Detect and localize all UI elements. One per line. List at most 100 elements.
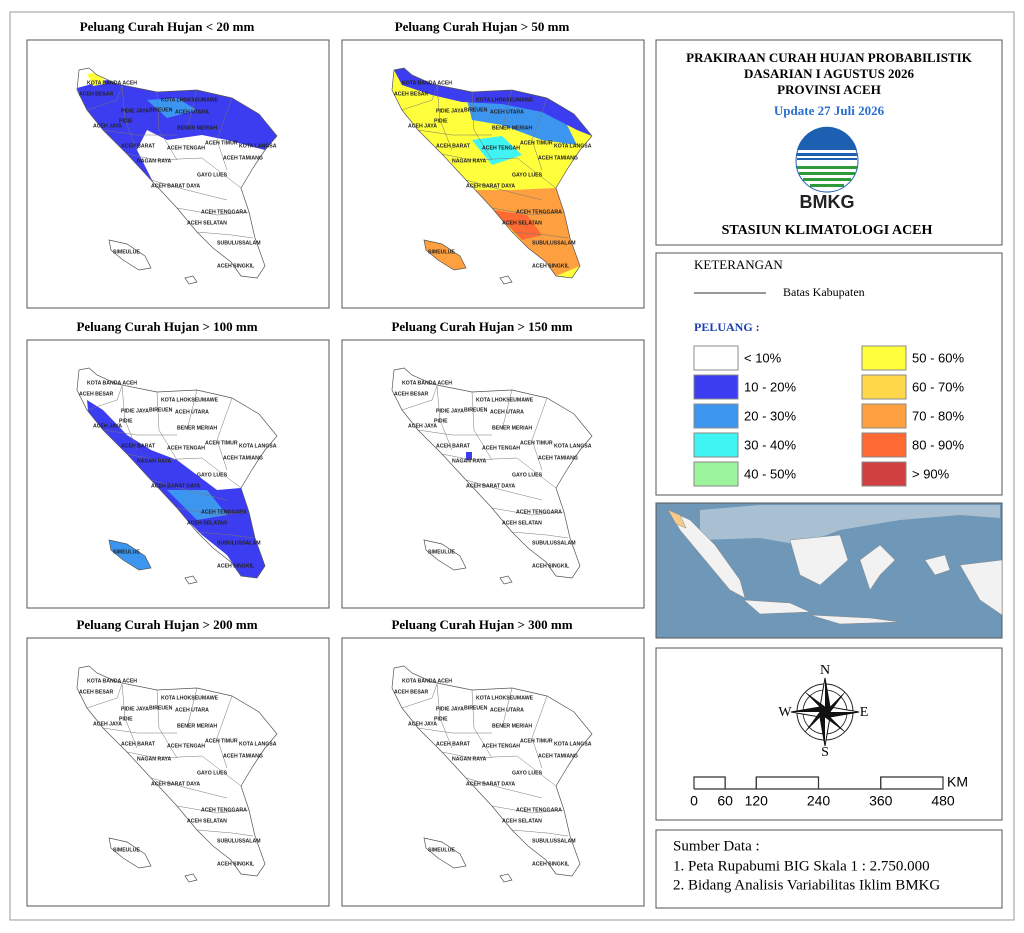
island-border xyxy=(108,239,152,271)
district-border xyxy=(121,85,138,151)
probability-patches xyxy=(466,452,472,460)
region-label: PIDIE xyxy=(119,716,133,722)
region-label: ACEH JAYA xyxy=(408,423,437,429)
district-border xyxy=(401,85,438,111)
probability-patch xyxy=(167,490,227,520)
region-label: SIMEULUE xyxy=(113,549,140,555)
region-label: GAYO LUES xyxy=(512,472,543,478)
district-border xyxy=(102,129,177,136)
region-label: ACEH JAYA xyxy=(93,423,122,429)
scale-label: 120 xyxy=(745,793,769,809)
region-label: PIDIE JAYA xyxy=(436,706,464,712)
island-border xyxy=(423,837,467,869)
district-border xyxy=(121,385,138,451)
region-label: PIDIE xyxy=(434,118,448,124)
region-label: BENER MERIAH xyxy=(492,723,532,729)
province-border xyxy=(76,665,278,877)
district-border xyxy=(491,507,565,516)
region-label: ACEH SINGKIL xyxy=(217,263,255,269)
island-border xyxy=(108,539,152,571)
region-label: BIREUEN xyxy=(464,407,488,413)
region-label: PIDIE JAYA xyxy=(436,408,464,414)
region-label: ACEH SELATAN xyxy=(187,220,227,226)
region-label: KOTA LANGSA xyxy=(554,443,592,449)
region-label: ACEH TENGAH xyxy=(482,145,520,151)
region-label: PIDIE JAYA xyxy=(121,706,149,712)
region-label: GAYO LUES xyxy=(512,770,543,776)
province-map: KOTA BANDA ACEH ACEH BESAR PIDIE JAYA PIDIE… xyxy=(76,665,278,883)
bmkg-logo xyxy=(795,126,859,193)
legend-label: 20 - 30% xyxy=(744,408,796,423)
probability-patch xyxy=(424,240,466,270)
region-label: GAYO LUES xyxy=(197,472,228,478)
island-border xyxy=(108,837,152,869)
region-label: NAGAN RAYA xyxy=(452,158,486,164)
district-border xyxy=(156,689,178,759)
region-label: SUBULUSSALAM xyxy=(532,240,576,246)
scale-label: 480 xyxy=(931,793,955,809)
district-border xyxy=(401,683,438,709)
district-border xyxy=(417,727,492,734)
region-label: BIREUEN xyxy=(149,705,173,711)
region-label: ACEH BESAR xyxy=(79,391,114,397)
region-label: ACEH TENGGARA xyxy=(201,209,247,215)
district-border xyxy=(150,479,228,501)
legend-label: < 10% xyxy=(744,350,782,365)
station-name: STASIUN KLIMATOLOGI ACEH xyxy=(722,223,933,238)
region-label: ACEH SELATAN xyxy=(502,220,542,226)
region-label: GAYO LUES xyxy=(512,172,543,178)
probability-patch xyxy=(147,98,197,118)
district-border xyxy=(186,89,198,131)
region-label: KOTA LHOKSEUMAWE xyxy=(161,397,219,403)
legend-label: 40 - 50% xyxy=(744,466,796,481)
map-title: Peluang Curah Hujan > 300 mm xyxy=(391,617,572,632)
region-label: ACEH TAMIANG xyxy=(223,753,263,759)
header-title-line: PRAKIRAAN CURAH HUJAN PROBABILISTIK xyxy=(686,50,973,65)
region-label: SUBULUSSALAM xyxy=(217,540,261,546)
legend-swatch xyxy=(693,374,739,400)
legend-box xyxy=(655,252,1003,496)
probability-patch xyxy=(87,400,265,578)
region-label: PIDIE xyxy=(119,418,133,424)
region-label: GAYO LUES xyxy=(197,770,228,776)
region-label: ACEH TENGAH xyxy=(482,445,520,451)
region-label: KOTA BANDA ACEH xyxy=(402,80,452,86)
legend-label: 80 - 90% xyxy=(912,437,964,452)
island-border xyxy=(423,239,467,271)
legend-swatch xyxy=(861,374,907,400)
district-border xyxy=(156,391,178,461)
region-label: ACEH SELATAN xyxy=(187,520,227,526)
region-label: ACEH BESAR xyxy=(394,91,429,97)
region-label: PIDIE xyxy=(119,118,133,124)
scale-unit: KM xyxy=(947,774,968,790)
district-border xyxy=(196,829,254,837)
source-item: 1. Peta Rupabumi BIG Skala 1 : 2.750.000 xyxy=(673,858,930,874)
map-title: Peluang Curah Hujan < 20 mm xyxy=(80,19,255,34)
province-outline xyxy=(77,666,277,876)
region-label: ACEH TENGGARA xyxy=(516,509,562,515)
region-label: ACEH BARAT xyxy=(121,741,156,747)
region-label: BIREUEN xyxy=(149,407,173,413)
legend-swatch xyxy=(693,403,739,429)
region-label: ACEH BARAT xyxy=(436,443,471,449)
header-box xyxy=(655,39,1003,246)
legend-label: 50 - 60% xyxy=(912,350,964,365)
region-label: ACEH BARAT xyxy=(436,143,471,149)
region-label: SIMEULUE xyxy=(428,847,455,853)
compass-east: E xyxy=(860,705,869,720)
province-map: KOTA BANDA ACEH ACEH BESAR PIDIE JAYA PIDIE… xyxy=(391,665,593,883)
province-border xyxy=(391,367,593,579)
district-border xyxy=(501,389,513,431)
district-border xyxy=(465,777,543,799)
province-map: KOTA BANDA ACEH ACEH BESAR PIDIE JAYA PIDIE… xyxy=(76,67,278,285)
island-border xyxy=(184,575,198,585)
legend-swatch xyxy=(693,345,739,371)
district-border xyxy=(417,129,492,136)
legend-label: 70 - 80% xyxy=(912,408,964,423)
region-label: SIMEULUE xyxy=(113,847,140,853)
region-label: ACEH TAMIANG xyxy=(538,155,578,161)
region-label: SUBULUSSALAM xyxy=(532,838,576,844)
legend-swatch xyxy=(861,432,907,458)
region-label: ACEH TENGGARA xyxy=(516,807,562,813)
